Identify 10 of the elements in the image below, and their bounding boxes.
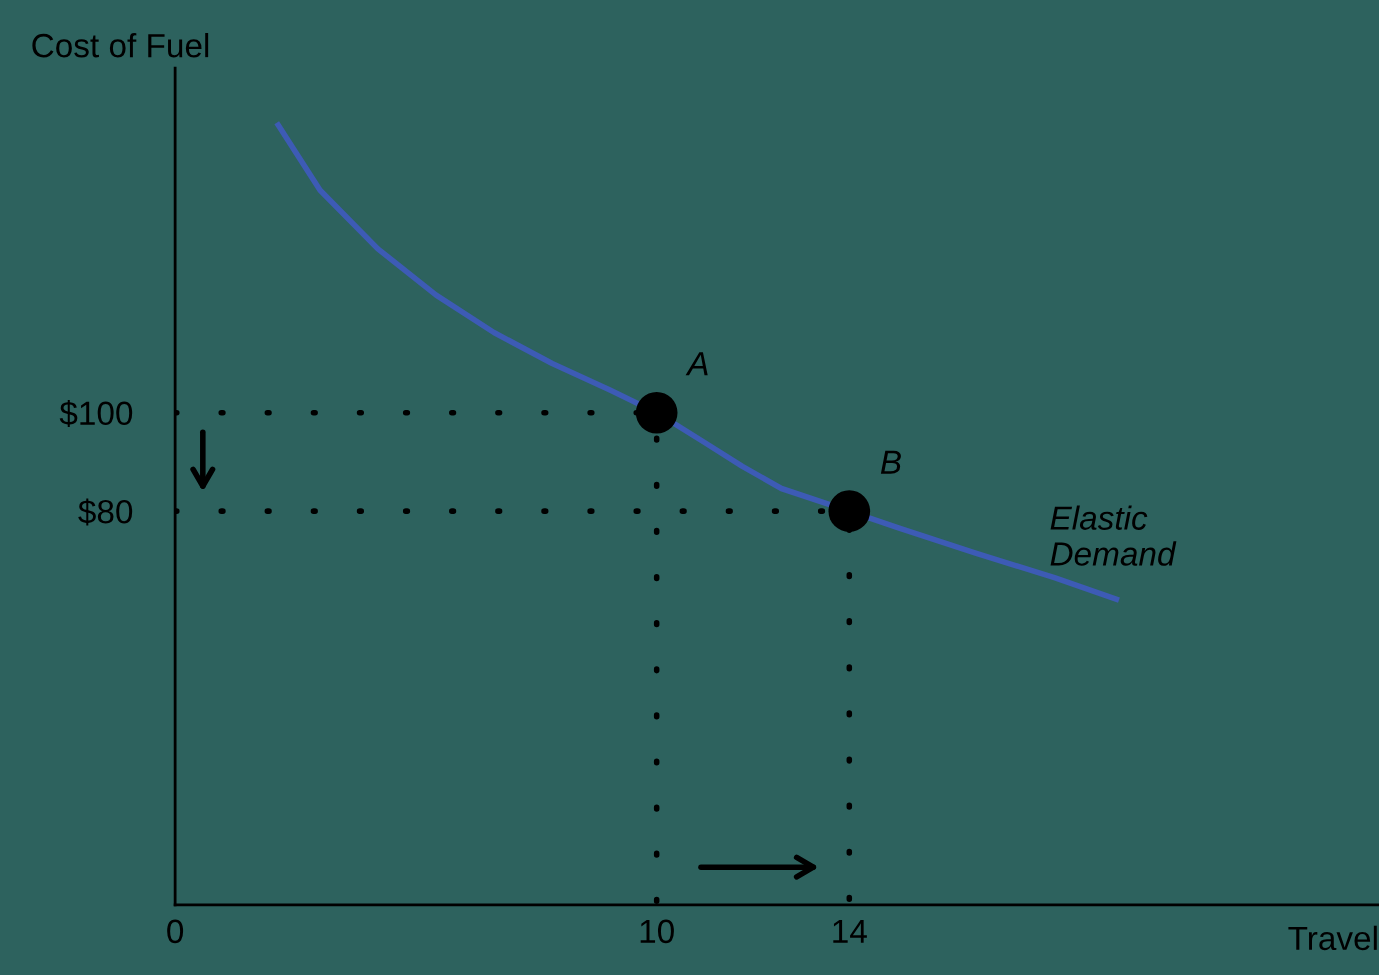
x-axis-title: Travel: [1288, 925, 1377, 951]
annotation: B: [880, 450, 901, 474]
y-tick-label: $80: [78, 498, 133, 526]
x-tick-label: 10: [640, 919, 674, 944]
x-tick-label: 0: [167, 919, 184, 944]
y-axis-title: Cost of Fuel: [32, 32, 209, 58]
x-tick-label: 14: [833, 919, 867, 943]
annotation: A: [685, 352, 708, 376]
series-label: Elastic Demand: [1050, 505, 1177, 566]
y-tick-label: $100: [59, 400, 133, 428]
